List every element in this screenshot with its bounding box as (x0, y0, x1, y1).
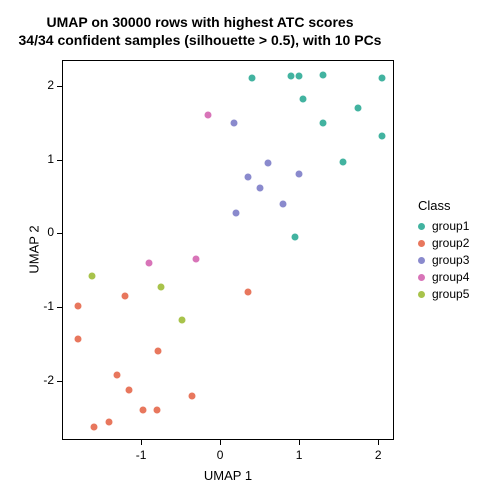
data-point (122, 293, 129, 300)
data-point (292, 234, 299, 241)
data-point (244, 173, 251, 180)
y-tick-label: -1 (24, 299, 54, 313)
x-tick-mark (220, 440, 221, 445)
legend-swatch (418, 257, 425, 264)
legend-swatch (418, 240, 425, 247)
title-line-2: 34/34 confident samples (silhouette > 0.… (0, 32, 400, 50)
legend-label: group2 (432, 236, 469, 250)
x-tick-label: 2 (363, 448, 393, 462)
data-point (319, 71, 326, 78)
data-point (296, 171, 303, 178)
data-point (379, 133, 386, 140)
data-point (296, 73, 303, 80)
legend-swatch (418, 291, 425, 298)
y-tick-mark (57, 86, 62, 87)
chart-container: UMAP on 30000 rows with highest ATC scor… (0, 0, 504, 504)
legend-label: group5 (432, 287, 469, 301)
data-point (248, 75, 255, 82)
x-tick-mark (299, 440, 300, 445)
data-point (145, 259, 152, 266)
data-point (379, 75, 386, 82)
title-line-1: UMAP on 30000 rows with highest ATC scor… (0, 14, 400, 32)
y-tick-label: 1 (24, 152, 54, 166)
data-point (264, 160, 271, 167)
x-tick-label: 1 (284, 448, 314, 462)
x-tick-label: -1 (126, 448, 156, 462)
data-point (114, 372, 121, 379)
data-point (232, 209, 239, 216)
data-point (155, 348, 162, 355)
data-point (106, 418, 113, 425)
data-point (244, 289, 251, 296)
y-tick-label: 0 (24, 225, 54, 239)
y-tick-mark (57, 307, 62, 308)
legend-swatch (418, 274, 425, 281)
data-point (157, 283, 164, 290)
chart-title: UMAP on 30000 rows with highest ATC scor… (0, 14, 400, 49)
y-tick-label: -2 (24, 373, 54, 387)
plot-area (62, 60, 394, 440)
legend-item: group5 (418, 287, 469, 301)
legend-label: group3 (432, 253, 469, 267)
x-tick-label: 0 (205, 448, 235, 462)
data-point (288, 73, 295, 80)
data-point (153, 407, 160, 414)
data-point (319, 119, 326, 126)
legend-label: group4 (432, 270, 469, 284)
data-point (89, 273, 96, 280)
data-point (339, 158, 346, 165)
x-tick-mark (141, 440, 142, 445)
x-tick-mark (378, 440, 379, 445)
data-point (90, 423, 97, 430)
data-point (355, 104, 362, 111)
data-point (74, 335, 81, 342)
data-point (280, 200, 287, 207)
data-point (179, 316, 186, 323)
legend-title: Class (418, 198, 469, 213)
y-tick-label: 2 (24, 78, 54, 92)
y-tick-mark (57, 160, 62, 161)
legend-item: group1 (418, 219, 469, 233)
legend-label: group1 (432, 219, 469, 233)
data-point (205, 112, 212, 119)
data-point (256, 184, 263, 191)
data-point (126, 386, 133, 393)
y-tick-mark (57, 381, 62, 382)
data-point (139, 407, 146, 414)
y-tick-mark (57, 233, 62, 234)
data-point (193, 256, 200, 263)
legend-item: group2 (418, 236, 469, 250)
data-point (189, 392, 196, 399)
data-point (300, 96, 307, 103)
data-point (231, 119, 238, 126)
legend-item: group4 (418, 270, 469, 284)
data-point (74, 302, 81, 309)
x-axis-label: UMAP 1 (62, 468, 394, 483)
legend-item: group3 (418, 253, 469, 267)
legend: Class group1 group2 group3 group4 group5 (418, 198, 469, 304)
legend-swatch (418, 223, 425, 230)
